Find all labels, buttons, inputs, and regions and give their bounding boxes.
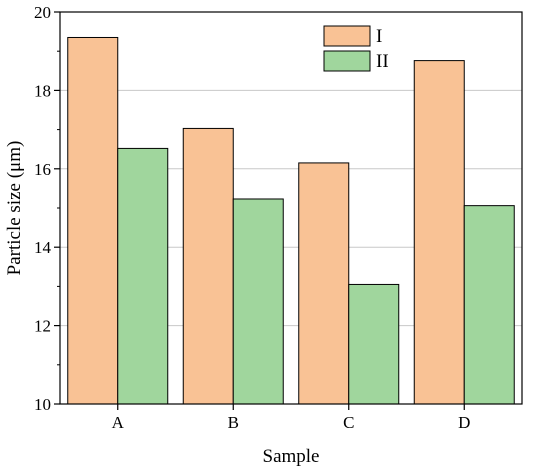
x-tick-label: B xyxy=(228,413,239,432)
y-axis-title: Particle size (μm) xyxy=(4,141,25,276)
y-tick-label: 10 xyxy=(34,395,51,414)
y-axis: 10 12 14 16 18 20 xyxy=(34,3,60,414)
x-tick-label: C xyxy=(343,413,354,432)
bar-II-C xyxy=(348,283,400,405)
legend-label-II: II xyxy=(376,51,389,72)
x-tick-label: D xyxy=(458,413,470,432)
legend-swatch-II xyxy=(323,50,371,72)
x-tick-label: A xyxy=(112,413,125,432)
bar-I-C xyxy=(298,162,350,405)
y-tick-label: 12 xyxy=(34,317,51,336)
x-axis: A B C D xyxy=(112,404,470,432)
y-tick-label: 16 xyxy=(34,160,51,179)
y-tick-label: 18 xyxy=(34,81,51,100)
legend-swatch-I xyxy=(323,25,371,47)
bar-II-D xyxy=(463,205,515,405)
bar-I-D xyxy=(413,60,465,405)
bars xyxy=(67,36,515,405)
y-tick-label: 14 xyxy=(34,238,52,257)
bar-II-A xyxy=(117,147,169,405)
x-axis-title: Sample xyxy=(263,446,320,467)
legend: III xyxy=(323,25,389,72)
bar-II-B xyxy=(232,198,284,405)
bar-I-A xyxy=(67,36,119,405)
y-tick-label: 20 xyxy=(34,3,51,22)
bar-I-B xyxy=(182,127,234,405)
legend-label-I: I xyxy=(376,26,382,47)
